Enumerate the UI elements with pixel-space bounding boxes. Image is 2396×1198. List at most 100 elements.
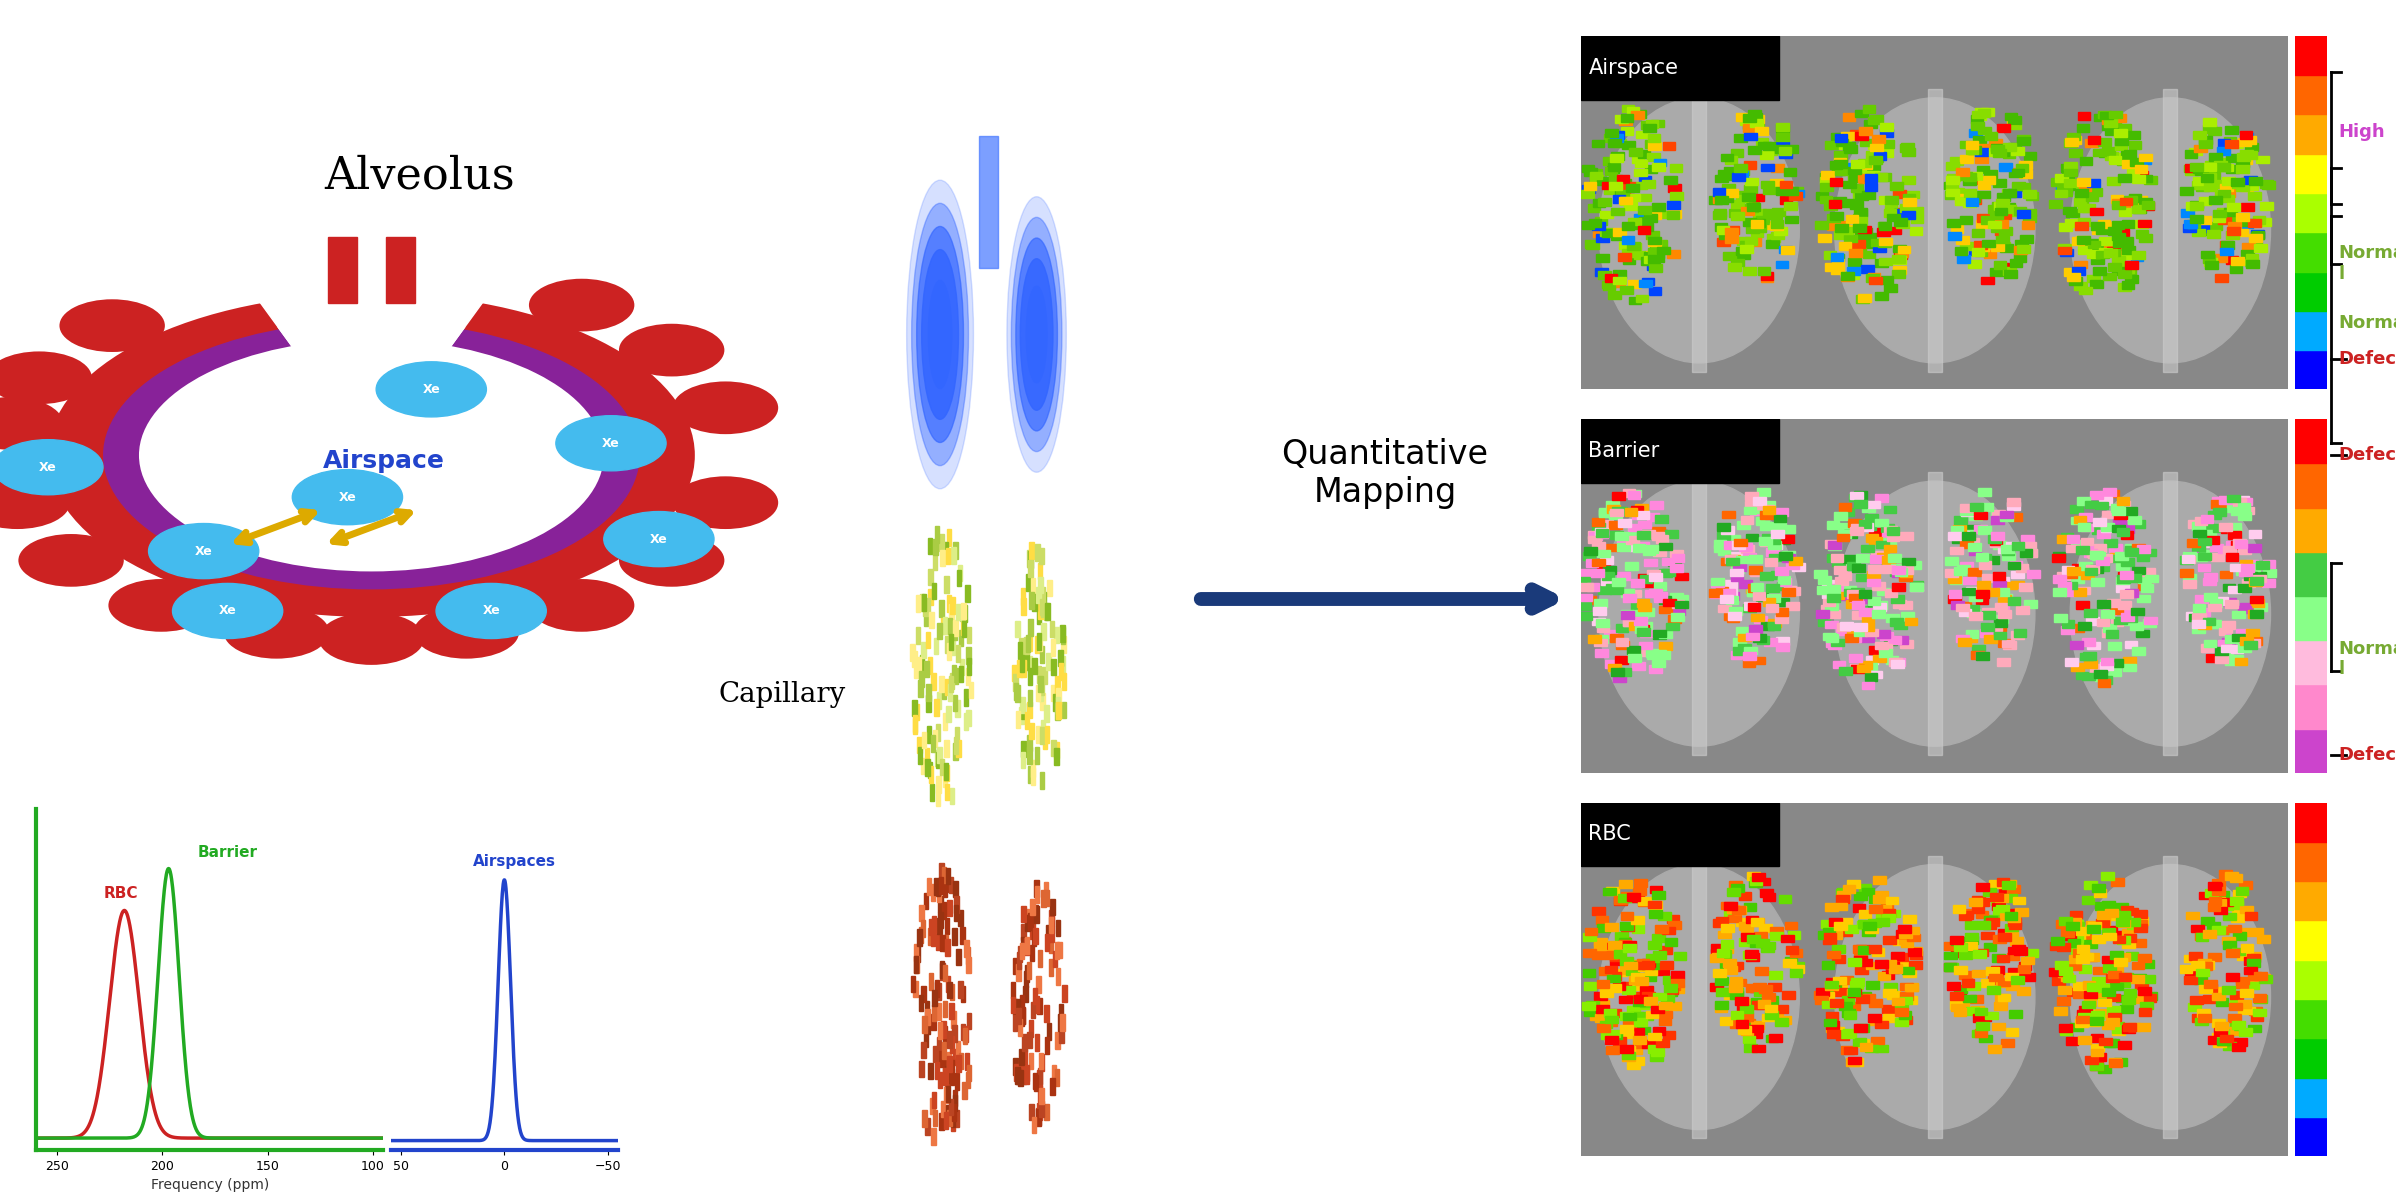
Bar — [1962, 979, 1974, 987]
Bar — [2073, 237, 2085, 244]
Bar — [1021, 655, 1023, 672]
Bar — [1613, 507, 1624, 515]
Bar — [1653, 594, 1665, 601]
Bar — [1744, 604, 1756, 612]
Bar — [927, 726, 932, 743]
Bar — [1869, 999, 1883, 1006]
Bar — [1843, 181, 1857, 188]
Bar — [1991, 510, 2005, 518]
Bar — [2082, 1010, 2094, 1017]
Bar — [1864, 174, 1878, 182]
Bar — [2075, 601, 2089, 609]
Bar — [1035, 976, 1040, 993]
Bar — [1775, 1005, 1787, 1012]
Bar — [2108, 931, 2120, 939]
Bar — [1037, 998, 1042, 1015]
Bar — [1605, 1016, 1617, 1023]
Bar — [1629, 1046, 1641, 1054]
Bar — [944, 740, 949, 757]
Bar — [2214, 927, 2228, 934]
Bar — [1962, 508, 1974, 516]
Bar — [1730, 1011, 1744, 1019]
Bar — [1018, 1048, 1023, 1065]
Bar — [954, 881, 958, 897]
Bar — [1895, 568, 1907, 576]
Bar — [1828, 200, 1843, 208]
Bar — [2247, 639, 2259, 647]
Bar — [1718, 931, 1730, 938]
Bar — [1761, 889, 1773, 897]
Bar — [1874, 244, 1886, 253]
Bar — [2017, 246, 2029, 253]
Bar — [1886, 962, 1900, 970]
Bar — [1581, 36, 1780, 99]
Bar — [2123, 280, 2135, 289]
Bar — [1632, 1028, 1644, 1035]
Bar — [2070, 920, 2082, 928]
Bar — [1728, 210, 1742, 217]
Bar — [1970, 612, 1981, 619]
Bar — [1751, 1021, 1763, 1029]
Bar — [2240, 637, 2252, 645]
Bar — [1598, 177, 1610, 184]
Bar — [1970, 996, 1984, 1003]
Bar — [2118, 575, 2130, 582]
Ellipse shape — [2070, 865, 2271, 1130]
Bar — [2104, 964, 2116, 972]
Bar — [2080, 982, 2092, 991]
Ellipse shape — [1598, 865, 1799, 1130]
Bar — [2051, 937, 2063, 945]
Bar — [1948, 219, 1960, 226]
Text: Barrier: Barrier — [1589, 441, 1660, 461]
Bar — [1615, 639, 1629, 646]
Bar — [1742, 207, 1754, 214]
Bar — [1021, 697, 1025, 713]
Bar — [1866, 274, 1878, 282]
Bar — [2295, 552, 2327, 597]
Bar — [2010, 631, 2025, 639]
Bar — [1852, 189, 1866, 198]
Bar — [1045, 1005, 1049, 1022]
Bar — [2010, 937, 2022, 945]
Bar — [1025, 1065, 1030, 1081]
Bar — [1864, 922, 1876, 930]
Bar — [949, 625, 951, 642]
Bar — [1603, 1009, 1617, 1017]
Bar — [1624, 962, 1636, 969]
Bar — [1622, 944, 1636, 951]
Bar — [2056, 536, 2070, 543]
Bar — [1756, 939, 1768, 946]
Bar — [1728, 963, 1739, 972]
Bar — [2185, 612, 2200, 621]
Bar — [2089, 491, 2104, 498]
Bar — [2087, 180, 2099, 187]
Bar — [961, 621, 966, 637]
Bar — [2099, 1037, 2111, 1046]
Bar — [1974, 108, 1989, 116]
Bar — [2200, 891, 2212, 900]
Bar — [1660, 569, 1672, 577]
Bar — [2197, 960, 2212, 967]
Bar — [1946, 569, 1958, 577]
Bar — [2070, 946, 2085, 954]
Bar — [2204, 889, 2219, 897]
Bar — [1025, 938, 1028, 955]
Bar — [2226, 126, 2238, 134]
Bar — [1617, 543, 1629, 551]
Bar — [925, 893, 927, 909]
Bar — [2233, 498, 2245, 507]
Bar — [1991, 966, 2003, 974]
Bar — [1866, 629, 1878, 636]
Bar — [1653, 158, 1665, 167]
Bar — [2219, 524, 2233, 531]
Bar — [1620, 940, 1632, 949]
Bar — [1828, 541, 1840, 550]
Bar — [2295, 115, 2327, 153]
Bar — [2223, 913, 2235, 920]
Bar — [1660, 543, 1672, 550]
Bar — [1622, 594, 1636, 601]
Bar — [2005, 116, 2020, 125]
Bar — [1960, 216, 1972, 224]
Bar — [1785, 561, 1799, 569]
Bar — [1766, 549, 1778, 556]
